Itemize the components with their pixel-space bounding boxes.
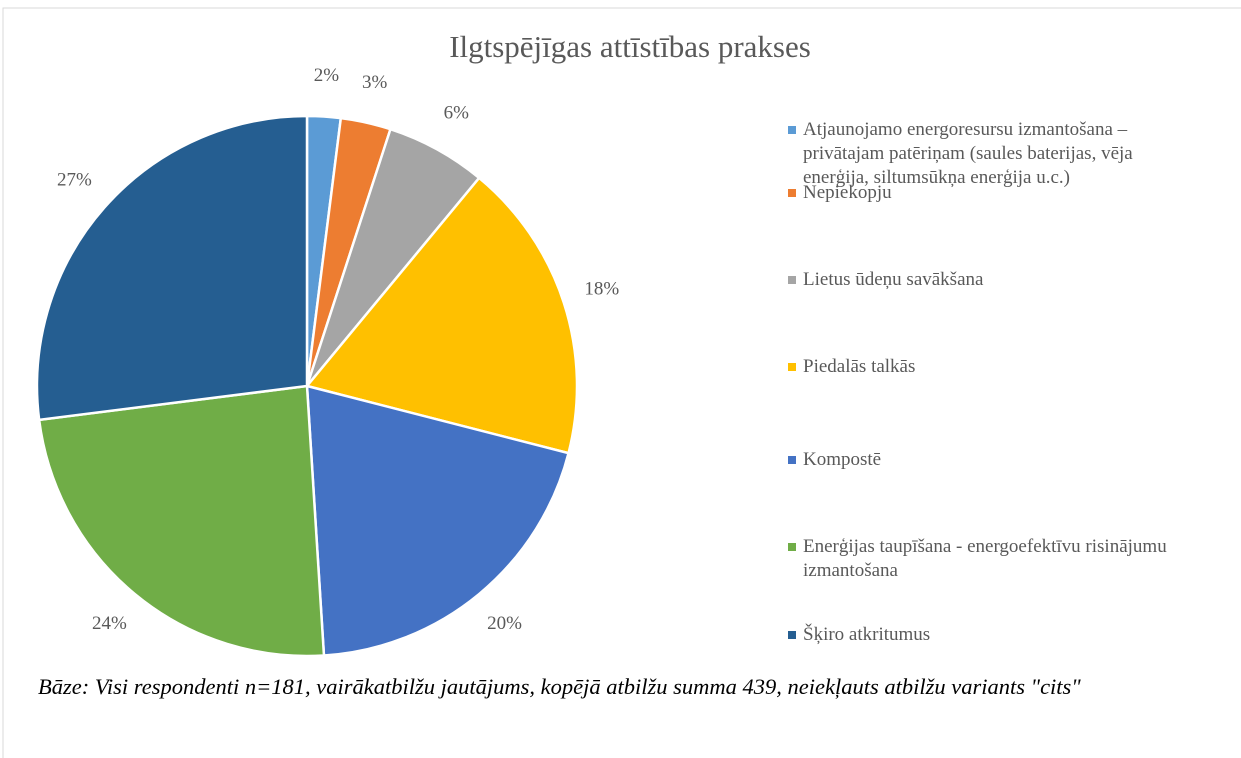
data-label: 6% — [444, 103, 470, 124]
data-label: 18% — [584, 279, 619, 300]
legend-swatch — [788, 543, 796, 551]
legend-label: Nepiekopju — [803, 182, 892, 203]
legend-label: Lietus ūdeņu savākšana — [803, 269, 984, 290]
chart-title: Ilgtspējīgas attīstības prakses — [449, 29, 811, 64]
legend-item: Piedalās talkās — [788, 355, 1175, 379]
legend-item: Enerģijas taupīšana - energoefektīvu ris… — [788, 535, 1175, 583]
legend-label: Enerģijas taupīšana - energoefektīvu ris… — [803, 536, 1167, 581]
note: Bāze: Visi respondenti n=181, vairākatbi… — [38, 674, 1081, 699]
legend-item: Lietus ūdeņu savākšana — [788, 268, 1175, 292]
legend-item: Atjaunojamo energoresursu izmantošana – … — [788, 118, 1175, 190]
legend-swatch — [788, 363, 796, 371]
data-label: 24% — [92, 613, 127, 634]
legend-swatch — [788, 126, 796, 134]
legend-label: Atjaunojamo energoresursu izmantošana – … — [803, 119, 1133, 188]
chart-border — [2, 7, 1241, 758]
legend-swatch — [788, 276, 796, 284]
pie-slice — [37, 384, 326, 658]
legend-label: Šķiro atkritumus — [803, 624, 931, 645]
pie-slice — [35, 114, 309, 422]
data-label: 20% — [487, 613, 522, 634]
legend-swatch — [788, 631, 796, 639]
data-label: 3% — [362, 72, 388, 93]
legend-label: Piedalās talkās — [803, 356, 916, 377]
legend-label: Kompostē — [803, 449, 882, 470]
legend-swatch — [788, 189, 796, 197]
legend-item: Šķiro atkritumus — [788, 623, 1175, 647]
legend-swatch — [788, 456, 796, 464]
data-label: 27% — [57, 169, 92, 190]
data-label: 2% — [314, 65, 340, 86]
pie-slice — [304, 176, 579, 455]
pie-slice — [305, 384, 571, 657]
legend-item: Kompostē — [788, 448, 1175, 472]
legend-item: Nepiekopju — [788, 181, 1175, 205]
